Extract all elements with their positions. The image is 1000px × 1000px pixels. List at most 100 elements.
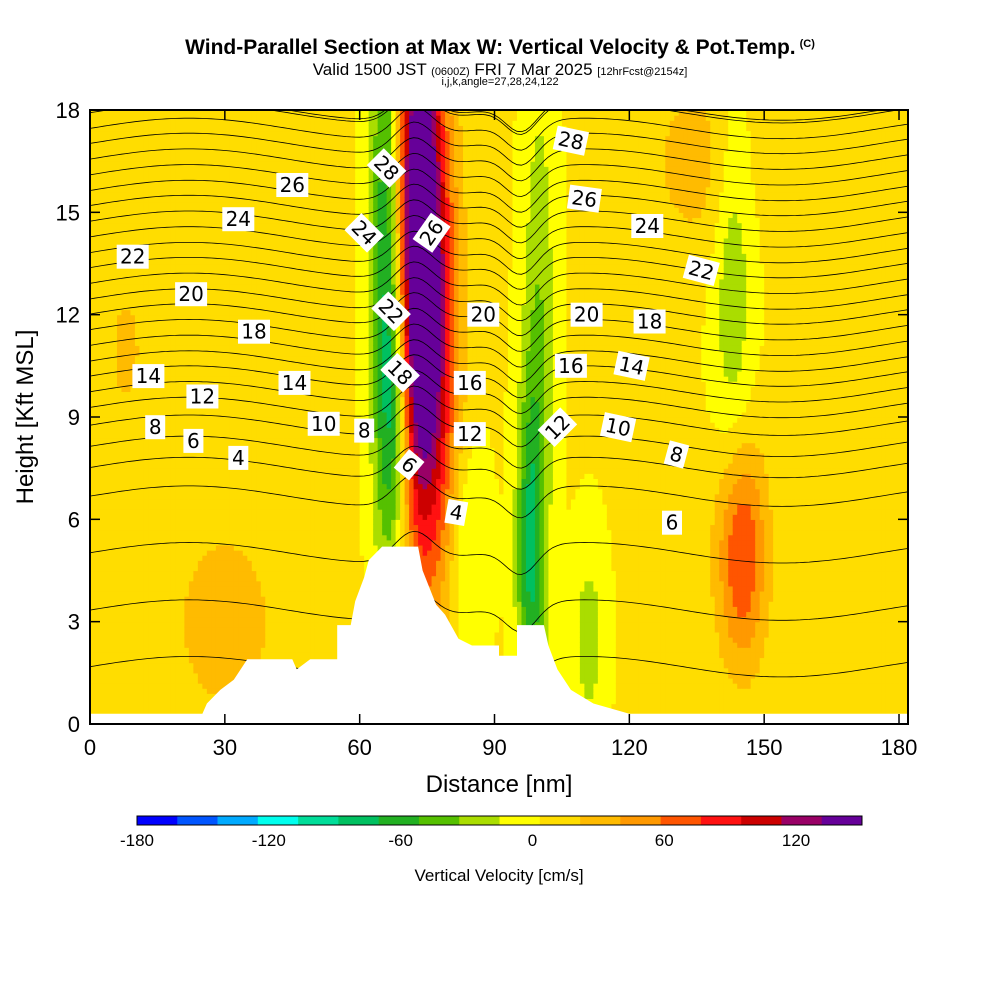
velocity-cell <box>121 657 127 664</box>
velocity-cell <box>107 345 114 352</box>
velocity-cell <box>256 171 262 178</box>
velocity-cell <box>247 186 253 193</box>
velocity-cell <box>134 212 141 219</box>
velocity-cell <box>157 447 163 454</box>
velocity-cell <box>220 601 226 607</box>
velocity-cell <box>125 370 132 377</box>
velocity-cell <box>184 156 190 162</box>
velocity-cell <box>193 580 199 587</box>
velocity-cell <box>125 621 132 628</box>
velocity-cell <box>265 631 271 638</box>
velocity-cell <box>184 498 190 505</box>
velocity-cell <box>211 529 217 536</box>
velocity-cell <box>211 232 217 239</box>
velocity-cell <box>260 473 266 479</box>
velocity-cell <box>170 401 176 408</box>
velocity-cell <box>107 324 114 331</box>
velocity-cell <box>130 161 136 167</box>
velocity-cell <box>256 457 262 464</box>
velocity-cell <box>233 304 239 311</box>
velocity-cell <box>94 524 100 531</box>
velocity-cell <box>166 330 172 336</box>
velocity-cell <box>202 447 208 454</box>
velocity-cell <box>179 171 185 178</box>
velocity-cell <box>242 642 248 648</box>
velocity-cell <box>98 386 105 393</box>
velocity-cell <box>112 248 118 254</box>
velocity-cell <box>256 186 262 193</box>
velocity-cell <box>256 263 262 270</box>
velocity-cell <box>139 555 145 561</box>
velocity-cell <box>98 488 105 495</box>
velocity-cell <box>247 550 253 556</box>
velocity-cell <box>90 539 96 546</box>
velocity-cell <box>206 120 212 126</box>
velocity-cell <box>170 677 176 684</box>
velocity-cell <box>139 688 145 694</box>
velocity-cell <box>251 289 257 295</box>
velocity-cell <box>265 488 271 495</box>
velocity-cell <box>116 355 123 362</box>
velocity-cell <box>121 355 127 362</box>
velocity-cell <box>238 314 244 321</box>
velocity-cell <box>256 529 262 536</box>
velocity-cell <box>215 524 221 531</box>
velocity-cell <box>197 417 203 423</box>
velocity-cell <box>116 278 123 285</box>
velocity-cell <box>179 442 185 449</box>
velocity-cell <box>130 688 136 694</box>
velocity-cell <box>211 376 217 382</box>
velocity-cell <box>256 237 262 244</box>
velocity-cell <box>143 677 150 684</box>
velocity-cell <box>166 227 172 234</box>
velocity-cell <box>116 550 123 556</box>
velocity-cell <box>251 611 257 618</box>
velocity-cell <box>148 191 154 198</box>
velocity-cell <box>143 191 150 198</box>
velocity-cell <box>193 207 199 213</box>
velocity-cell <box>224 503 230 510</box>
velocity-cell <box>103 248 109 254</box>
velocity-cell <box>98 166 105 172</box>
velocity-cell <box>202 335 208 341</box>
velocity-cell <box>121 145 127 152</box>
velocity-cell <box>224 473 230 479</box>
velocity-cell <box>238 202 244 208</box>
velocity-cell <box>130 176 136 183</box>
velocity-cell <box>238 626 244 633</box>
velocity-cell <box>188 319 194 326</box>
velocity-cell <box>175 350 181 357</box>
velocity-cell <box>215 145 221 152</box>
velocity-cell <box>269 468 275 474</box>
velocity-cell <box>161 176 167 183</box>
velocity-cell <box>112 243 118 249</box>
velocity-cell <box>269 304 275 311</box>
velocity-cell <box>161 616 167 623</box>
velocity-cell <box>143 703 150 710</box>
velocity-cell <box>107 227 114 234</box>
velocity-cell <box>148 509 154 515</box>
velocity-cell <box>242 309 248 316</box>
velocity-cell <box>148 181 154 188</box>
velocity-cell <box>90 524 96 531</box>
velocity-cell <box>215 555 221 561</box>
velocity-cell <box>179 237 185 244</box>
velocity-cell <box>238 396 244 403</box>
velocity-cell <box>121 196 127 203</box>
velocity-cell <box>157 330 163 336</box>
velocity-cell <box>112 171 118 178</box>
velocity-cell <box>179 452 185 459</box>
velocity-cell <box>148 703 154 710</box>
velocity-cell <box>260 463 266 469</box>
velocity-cell <box>188 585 194 592</box>
velocity-cell <box>143 156 150 162</box>
velocity-cell <box>197 376 203 382</box>
velocity-cell <box>152 243 159 249</box>
velocity-cell <box>224 243 230 249</box>
velocity-cell <box>103 529 109 536</box>
velocity-cell <box>233 181 239 188</box>
velocity-cell <box>121 278 127 285</box>
velocity-cell <box>211 452 217 459</box>
velocity-cell <box>107 565 114 572</box>
velocity-cell <box>98 283 105 290</box>
